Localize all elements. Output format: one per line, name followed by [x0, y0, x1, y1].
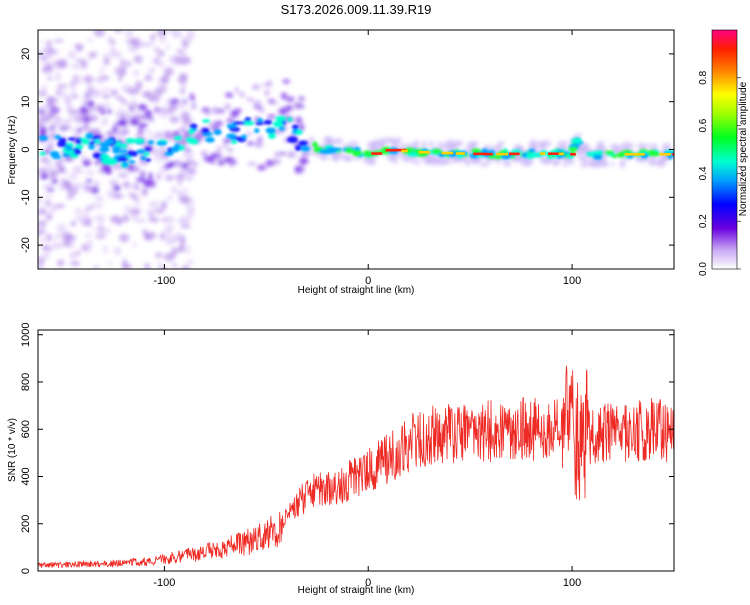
snr-y-tick-label: 1000 [20, 322, 32, 346]
colorbar-tick-label: 0.0 [698, 262, 709, 276]
spectrogram-x-tick-label: 0 [365, 275, 371, 287]
snr-y-label: SNR (10 * v/v) [7, 418, 18, 482]
spectrogram-x-tick-label: 100 [563, 275, 581, 287]
snr-x-tick-label: 0 [365, 577, 371, 589]
snr-x-label: Height of straight line (km) [298, 585, 415, 596]
snr-y-tick-label: 600 [20, 420, 32, 438]
spectrogram-y-tick-label: 0 [20, 146, 32, 152]
colorbar-tick-label: 0.2 [698, 214, 709, 228]
colorbar-label: Normalized spectral amplitude [738, 81, 749, 216]
snr-x-tick-label: -100 [153, 577, 175, 589]
colorbar-tick-label: 0.6 [698, 118, 709, 132]
colorbar: 0.0 0.2 0.4 0.6 0.8 Normalized spectral ampl… [698, 29, 749, 276]
snr-y-tick-label: 200 [20, 515, 32, 533]
snr-x-tick-label: 100 [563, 577, 581, 589]
colorbar-gradient [711, 29, 738, 270]
spectrogram-y-tick-label: 10 [20, 96, 32, 108]
spectrogram-y-tick-label: -10 [20, 189, 32, 205]
snr-series-line [38, 365, 674, 569]
colorbar-tick-label: 0.8 [698, 70, 709, 84]
snr-y-tick-label: 800 [20, 373, 32, 391]
spectrogram-x-label: Height of straight line (km) [298, 285, 415, 296]
spectrogram-heatmap [38, 30, 674, 269]
colorbar-ticks: 0.0 0.2 0.4 0.6 0.8 [698, 70, 741, 276]
snr-frame [37, 329, 675, 572]
snr-y-tick-label: 0 [20, 568, 32, 574]
spectrogram-y-label: Frequency (Hz) [7, 116, 18, 185]
figure-title: S173.2026.009.11.39.R19 [281, 2, 432, 17]
spectrogram-y-tick-label: 20 [20, 48, 32, 60]
snr-y-tick-label: 400 [20, 467, 32, 485]
colorbar-tick-label: 0.4 [698, 166, 709, 180]
spectrogram-x-tick-label: -100 [153, 275, 175, 287]
spectrogram-y-tick-label: -20 [20, 237, 32, 253]
